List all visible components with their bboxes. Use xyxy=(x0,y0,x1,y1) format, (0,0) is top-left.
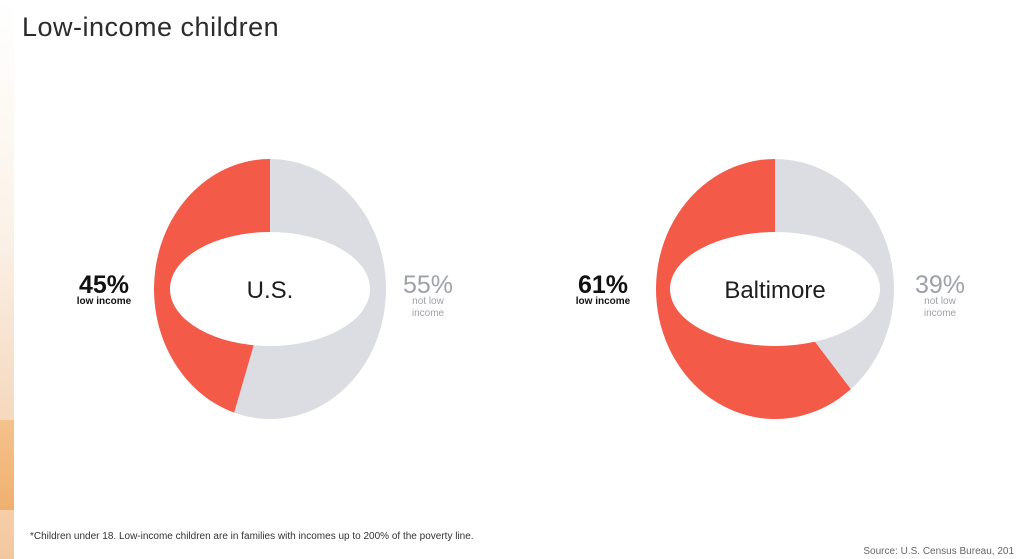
left-edge-decoration xyxy=(0,0,14,559)
donut-hole xyxy=(170,232,370,346)
not-low-income-label: not low income xyxy=(412,296,445,319)
donut-hole xyxy=(670,232,880,346)
low-income-percent: 61% xyxy=(578,271,628,299)
donut-chart-baltimore: Baltimore 61%low income 39%not low income xyxy=(576,159,965,420)
source-note: Source: U.S. Census Bureau, 201 xyxy=(863,546,1014,557)
low-income-percent: 45% xyxy=(79,271,129,299)
center-label: Baltimore xyxy=(724,277,825,304)
not-low-income-percent: 55% xyxy=(403,271,453,299)
not-low-income-label: not low income xyxy=(924,296,957,319)
chart-title: Low-income children xyxy=(22,12,280,42)
low-income-label: low income xyxy=(77,296,132,307)
left-edge-notch xyxy=(0,420,14,510)
center-label: U.S. xyxy=(247,277,294,304)
low-income-label: low income xyxy=(576,296,631,307)
footnote: *Children under 18. Low-income children … xyxy=(30,531,474,542)
not-low-income-percent: 39% xyxy=(915,271,965,299)
donut-chart-us: U.S. 45%low income 55%not low income xyxy=(77,159,453,420)
